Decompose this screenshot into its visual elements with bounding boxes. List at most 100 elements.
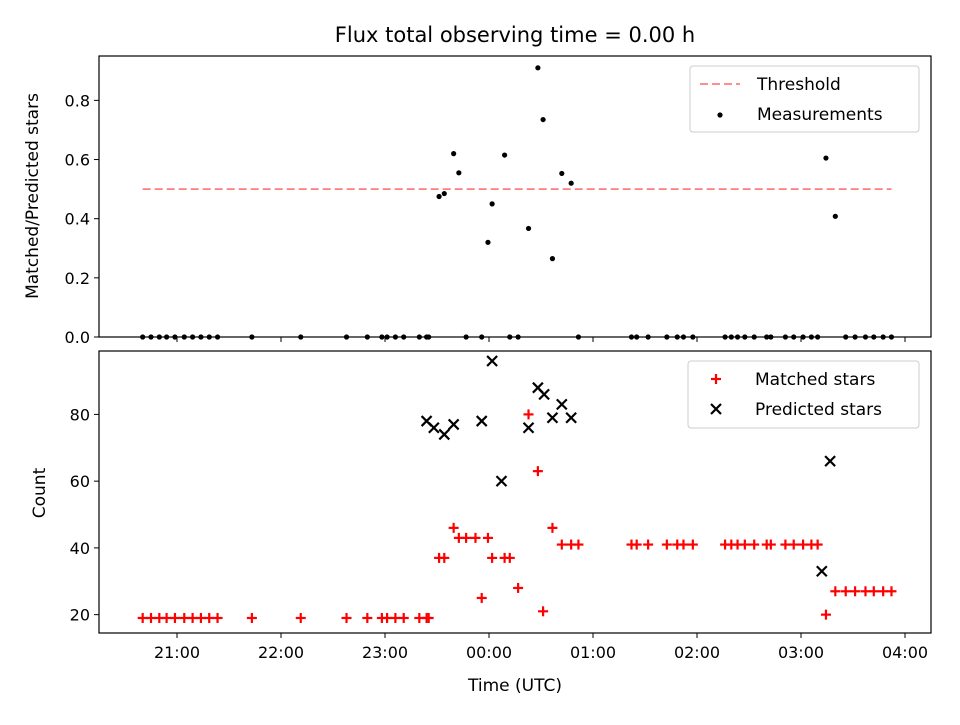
matched-star-point xyxy=(169,612,180,623)
bottom-x-tick-label: 21:00 xyxy=(154,643,200,662)
legend-predicted-swatch xyxy=(710,403,722,415)
legend-predicted-label: Predicted stars xyxy=(755,400,882,420)
bottom-y-tick-label: 20 xyxy=(70,606,90,625)
bottom-x-tick-label: 02:00 xyxy=(674,643,720,662)
measurement-point xyxy=(535,65,541,71)
measurement-point xyxy=(489,201,495,207)
matched-star-point xyxy=(765,539,776,550)
matched-star-point xyxy=(423,612,434,623)
matched-star-point xyxy=(749,539,760,550)
top-plot-frame xyxy=(98,55,932,338)
predicted-star-point xyxy=(486,355,498,367)
top-y-tick-label: 0.8 xyxy=(65,91,90,110)
x-axis-label: Time (UTC) xyxy=(467,676,562,696)
bottom-legend-box xyxy=(687,360,920,429)
top-y-tick-label: 0.0 xyxy=(65,328,90,347)
top-y-tick-label: 0.4 xyxy=(65,210,90,229)
bottom-legend: Matched stars Predicted stars xyxy=(687,360,920,429)
measurement-point xyxy=(485,239,491,245)
chart-title: Flux total observing time = 0.00 h xyxy=(335,23,695,47)
legend-measurements-label: Measurements xyxy=(757,105,883,125)
bottom-plot-frame xyxy=(98,350,932,634)
matched-star-point xyxy=(538,606,549,617)
matched-star-point xyxy=(661,539,672,550)
matched-star-point xyxy=(850,586,861,597)
top-y-tick-label: 0.2 xyxy=(65,269,90,288)
bottom-y-tick-label: 80 xyxy=(70,405,90,424)
matched-star-point xyxy=(739,539,750,550)
matched-star-point xyxy=(631,539,642,550)
predicted-stars-points xyxy=(420,355,836,578)
predicted-star-point xyxy=(495,475,508,487)
predicted-star-point xyxy=(428,421,440,434)
top-legend: Threshold Measurements xyxy=(689,65,920,133)
top-legend-box xyxy=(689,65,920,133)
bottom-x-tick-label: 22:00 xyxy=(258,643,304,662)
matched-star-point xyxy=(523,409,534,420)
matched-star-point xyxy=(295,612,306,623)
predicted-star-point xyxy=(475,415,488,427)
bottom-x-tick-label: 23:00 xyxy=(362,643,408,662)
bottom-y-tick-label: 40 xyxy=(70,539,90,558)
top-y-tick-label: 0.6 xyxy=(65,151,90,170)
legend-matched-swatch xyxy=(711,374,721,384)
matched-stars-points xyxy=(137,409,897,623)
matched-star-point xyxy=(678,539,689,550)
measurement-point xyxy=(832,213,838,219)
matched-star-point xyxy=(212,612,223,623)
matched-star-point xyxy=(482,532,493,543)
matched-star-point xyxy=(820,609,831,620)
matched-star-point xyxy=(830,586,841,597)
matched-star-point xyxy=(461,532,472,543)
top-y-axis-label: Matched/Predicted stars xyxy=(23,93,43,299)
measurement-point xyxy=(525,225,532,232)
bottom-x-tick-label: 01:00 xyxy=(570,643,616,662)
bottom-x-tick-label: 00:00 xyxy=(466,643,512,662)
matched-star-point xyxy=(448,522,459,533)
predicted-star-point xyxy=(538,388,550,401)
matched-star-point xyxy=(504,552,515,563)
measurement-point xyxy=(559,170,565,177)
matched-star-point xyxy=(513,582,524,593)
matched-star-point xyxy=(547,522,558,533)
top-panel: Matched/Predicted stars 0.00.20.40.60.8 … xyxy=(23,55,932,347)
matched-star-point xyxy=(687,539,698,550)
measurement-point xyxy=(441,190,447,197)
bottom-y-tick-label: 60 xyxy=(70,472,90,491)
matched-star-point xyxy=(886,586,897,597)
measurement-point xyxy=(456,170,462,176)
matched-star-point xyxy=(868,586,879,597)
measurement-point xyxy=(568,180,574,186)
matched-star-point xyxy=(362,612,373,623)
bottom-x-tick-label: 04:00 xyxy=(882,643,928,662)
measurement-point xyxy=(502,152,508,158)
predicted-star-point xyxy=(556,398,568,411)
bottom-y-axis-label: Count xyxy=(30,467,50,518)
matched-star-point xyxy=(476,592,487,603)
predicted-star-point xyxy=(824,455,836,467)
legend-matched-label: Matched stars xyxy=(755,370,875,390)
predicted-star-point xyxy=(816,565,828,578)
bottom-x-tick-label: 03:00 xyxy=(778,643,824,662)
predicted-star-point xyxy=(438,428,451,441)
bottom-x-ticks: 21:00 22:00 23:00 00:00 01:00 02:00 03:00 04:00 xyxy=(154,633,928,662)
predicted-star-point xyxy=(546,411,559,424)
matched-star-point xyxy=(643,539,654,550)
matched-star-point xyxy=(470,532,481,543)
matched-star-point xyxy=(573,539,584,550)
matched-star-point xyxy=(556,539,567,550)
matched-star-point xyxy=(246,612,257,623)
measurement-point xyxy=(540,116,546,123)
matched-star-point xyxy=(398,612,409,623)
matched-star-point xyxy=(439,552,450,563)
legend-threshold-label: Threshold xyxy=(756,75,841,95)
predicted-star-point xyxy=(522,421,535,434)
top-y-ticks: 0.0 0.2 0.4 0.6 0.8 xyxy=(65,91,99,347)
matched-star-point xyxy=(341,612,352,623)
measurement-point xyxy=(436,193,442,200)
matched-star-point xyxy=(532,466,543,477)
measurement-point xyxy=(549,256,556,262)
matched-star-point xyxy=(840,586,851,597)
bottom-y-ticks: 20 40 60 80 xyxy=(70,405,99,625)
matched-star-point xyxy=(487,552,498,563)
